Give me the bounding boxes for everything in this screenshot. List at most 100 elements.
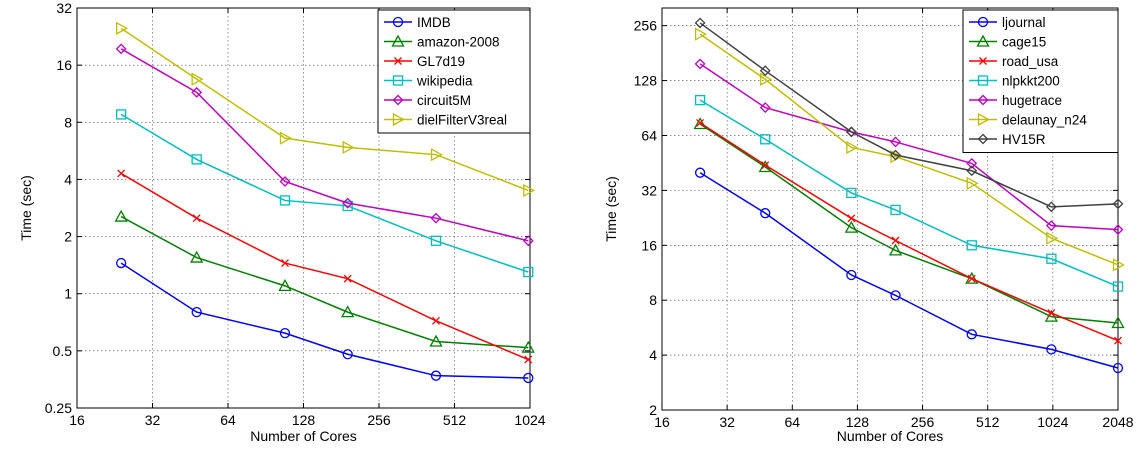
data-point	[281, 259, 289, 268]
data-point	[192, 214, 201, 223]
series-line	[699, 22, 1119, 208]
series-line	[120, 172, 529, 361]
data-point	[1111, 316, 1125, 329]
y-tick-label: 2	[649, 402, 657, 418]
y-tick-label: 0.5	[53, 343, 73, 359]
legend-marker	[979, 57, 987, 65]
data-point	[342, 140, 355, 154]
y-tick-label: 256	[634, 18, 658, 34]
series-road_usa	[696, 118, 1122, 345]
data-point	[343, 274, 352, 283]
legend-label: dielFilterV3real	[417, 113, 507, 128]
legend-label: HV15R	[1002, 132, 1046, 147]
legend-label: road_usa	[1002, 54, 1059, 69]
data-point	[891, 236, 900, 245]
series-line	[120, 215, 529, 349]
data-point	[759, 65, 771, 77]
data-point	[191, 306, 202, 318]
data-point	[761, 161, 770, 170]
data-point	[694, 58, 706, 70]
data-point	[845, 126, 857, 138]
data-point	[430, 212, 442, 224]
series-line	[699, 99, 1119, 288]
data-point	[693, 117, 707, 130]
x-tick-label: 1024	[514, 412, 545, 428]
series-IMDB	[116, 257, 534, 384]
x-tick-label: 512	[443, 412, 467, 428]
x-tick-label: 32	[145, 412, 161, 428]
x-tick-label: 256	[911, 414, 935, 430]
data-point	[760, 72, 773, 86]
data-point	[279, 176, 291, 187]
data-point	[1112, 362, 1124, 374]
legend: IMDB amazon-2008 GL7d19 wikipedia circuit5M d…	[377, 9, 531, 134]
y-tick-label: 0.25	[45, 400, 72, 416]
y-tick-label: 1	[64, 286, 72, 302]
data-point	[1046, 231, 1059, 245]
legend-label: amazon-2008	[417, 35, 500, 50]
y-axis-label: Time (sec)	[18, 175, 34, 241]
data-point	[846, 187, 857, 199]
data-point	[694, 27, 707, 41]
series-line	[699, 122, 1119, 342]
y-tick-label: 16	[641, 237, 657, 253]
series-line	[699, 33, 1119, 266]
data-point	[1112, 224, 1124, 236]
data-point	[694, 167, 706, 178]
data-point	[967, 274, 976, 283]
data-point	[191, 86, 203, 98]
series-line	[699, 123, 1119, 324]
x-tick-label: 1024	[1037, 414, 1068, 430]
data-point	[890, 290, 901, 301]
x-tick-label: 512	[976, 414, 1000, 430]
data-point	[115, 43, 127, 55]
data-point	[1046, 344, 1057, 355]
data-point	[965, 271, 979, 284]
legend: ljournal cage15 road_usa nlpkkt200 hugetrace…	[962, 9, 1119, 153]
data-point	[191, 72, 204, 86]
data-point	[890, 204, 901, 216]
x-axis-label: Number of Cores	[250, 428, 357, 444]
data-point	[966, 165, 978, 177]
data-point	[522, 235, 534, 247]
data-point	[523, 266, 534, 278]
series-line	[120, 48, 529, 242]
y-tick-label: 2	[64, 229, 72, 245]
legend-label: ljournal	[1002, 15, 1046, 30]
data-point	[1045, 220, 1057, 232]
data-point	[341, 305, 355, 318]
y-tick-label: 32	[56, 0, 72, 16]
data-point	[1112, 198, 1124, 210]
y-tick-label: 4	[64, 171, 72, 187]
data-point	[279, 195, 291, 206]
data-point	[342, 200, 353, 212]
legend-label: wikipedia	[416, 74, 473, 89]
y-tick-label: 128	[634, 73, 658, 89]
legend-marker	[392, 75, 404, 86]
data-point	[342, 197, 354, 209]
data-point	[523, 372, 534, 384]
data-point	[846, 140, 859, 155]
data-point	[117, 169, 126, 178]
data-point	[760, 134, 771, 145]
legend-marker	[977, 16, 989, 28]
legend-marker	[392, 16, 404, 28]
data-point	[966, 329, 977, 340]
data-point	[847, 214, 856, 223]
series-line	[699, 172, 1119, 369]
series-dielFilterV3real	[116, 21, 536, 198]
data-point	[430, 148, 443, 162]
data-point	[694, 17, 706, 29]
legend-label: GL7d19	[417, 54, 465, 69]
data-point	[1047, 309, 1056, 318]
data-point	[966, 176, 979, 190]
data-point	[1045, 201, 1057, 213]
legend-marker	[391, 34, 405, 47]
legend-label: cage15	[1002, 35, 1046, 50]
data-point	[521, 340, 535, 353]
legend-marker	[392, 94, 404, 106]
data-point	[846, 269, 857, 281]
x-tick-label: 256	[367, 412, 391, 428]
series-line	[120, 27, 529, 192]
